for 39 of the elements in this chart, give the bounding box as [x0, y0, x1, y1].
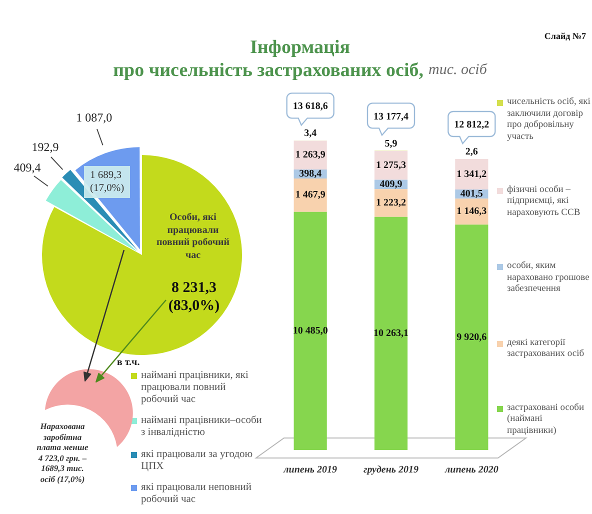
chart-title: Інформація про чисельність застрахованих осіб,	[113, 37, 424, 81]
legend-label: наймані працівники, які працювали повний робочий час	[141, 370, 250, 406]
text: Особи, які працювали повний робочий час	[155, 212, 231, 262]
x-tick-label: липень 2020	[444, 464, 498, 476]
legend-label: чисельність осіб, які заключили договір про добровільну участь	[507, 97, 591, 143]
data-label: 1 146,3	[456, 206, 487, 218]
legend-title: в т.ч.	[117, 357, 140, 368]
legend-label: особи, яким нараховано грошове забезпечення	[507, 261, 590, 296]
data-label: 398,4	[299, 168, 322, 180]
legend-label: наймані працівники–особи з інвалідністю	[141, 415, 263, 440]
data-label: 409,4	[14, 160, 41, 174]
data-label: 1 467,9	[295, 190, 326, 201]
legend-label: деякі категорії застрахованих осіб	[507, 338, 586, 361]
x-tick-label: грудень 2019	[364, 464, 418, 476]
total-label: 13 618,6	[292, 101, 328, 112]
legend-label: які працювали за угодою ЦПХ	[141, 448, 254, 473]
data-label: 1 341,2	[456, 168, 487, 180]
legend-label: які працювали неповний робочий час	[141, 482, 252, 506]
data-label: 1 087,0	[76, 110, 112, 124]
legend-label: застраховані особи (наймані працівники)	[507, 402, 586, 437]
legend-label: фізичні особи – підприємці, які нараховують ССВ	[507, 184, 582, 220]
data-label: 1 223,2	[376, 198, 406, 209]
total-label: 12 812,2	[454, 120, 490, 131]
data-label: 192,9	[32, 140, 59, 154]
data-label: 2,6	[465, 146, 478, 158]
text: Слайд №7	[543, 31, 586, 41]
data-label: 3,4	[304, 128, 317, 140]
x-tick-label: липень 2019	[282, 464, 337, 476]
data-label: 8 231,3 (83,0%)	[168, 280, 220, 314]
text: 1 689,3 (17,0%)	[84, 166, 130, 198]
data-label: 5,9	[384, 138, 398, 150]
data-label: 409,9	[380, 179, 402, 190]
data-label: 1 263,9	[295, 150, 326, 161]
total-label: 13 177,4	[374, 111, 408, 122]
text: Нарахована заробітна плата менше 4 723,0 грн. – 1689,3 тис. осіб (17,0%)	[36, 421, 90, 484]
data-label: 1 275,3	[376, 160, 406, 171]
data-label: 9 920,6	[456, 332, 487, 343]
chart-subtitle: тис. осіб	[428, 62, 487, 78]
data-label: 401,5	[460, 188, 483, 200]
